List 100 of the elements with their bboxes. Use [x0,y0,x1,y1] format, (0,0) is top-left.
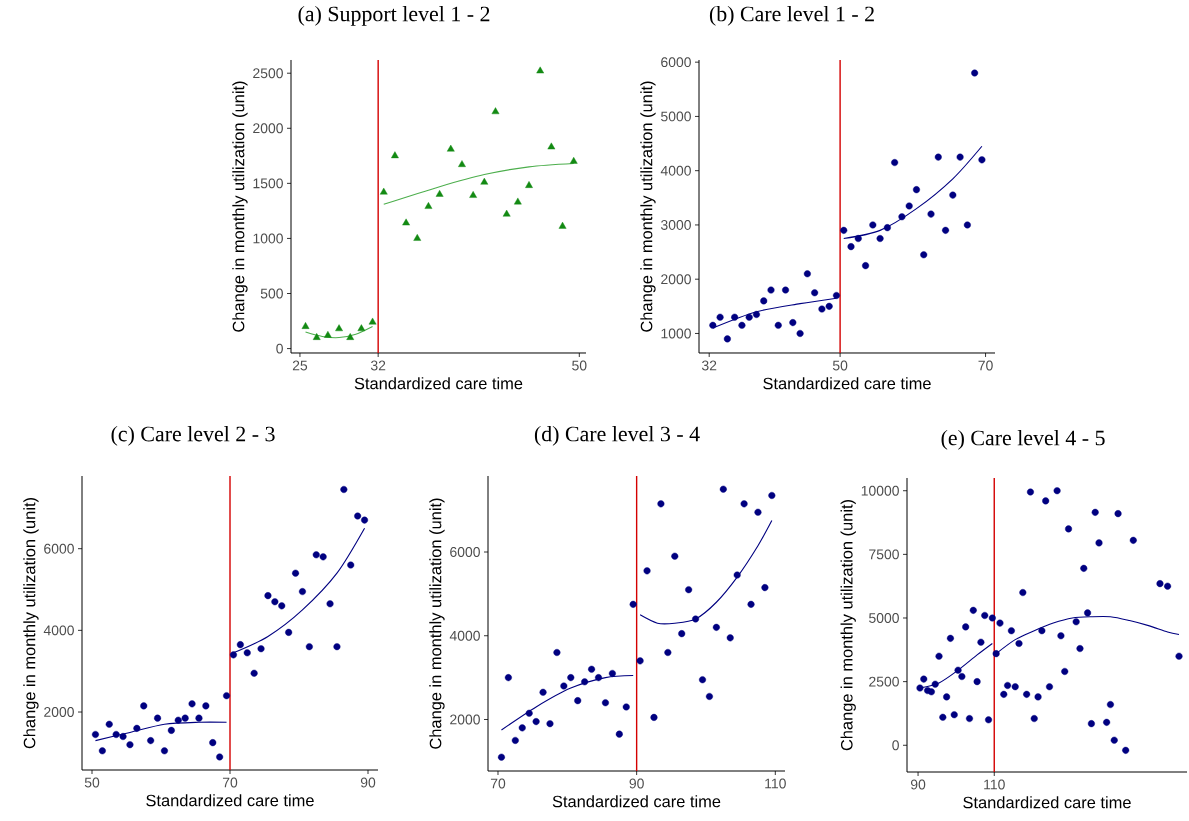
point [847,243,855,251]
point [581,678,589,686]
point [768,491,776,499]
point [738,321,746,329]
point [954,666,962,674]
point [978,156,986,164]
y-tick-label: 1500 [253,178,283,189]
x-tick-label: 70 [222,777,238,788]
point [752,310,760,318]
point [719,485,727,493]
y-tick-label: 6000 [44,543,74,554]
y-tick-label: 10000 [861,485,899,496]
point [818,305,826,313]
point [1007,627,1015,635]
x-tick-label: 90 [629,778,644,789]
point [920,675,928,683]
point [726,634,734,642]
point [257,645,265,653]
y-tick-label: 2500 [253,68,283,79]
point [1114,510,1122,518]
point [939,713,947,721]
point [1129,536,1137,544]
y-tick-label: 4000 [449,630,480,641]
point [292,569,300,577]
point [956,153,964,161]
point [622,703,630,711]
point [992,650,1000,658]
point [379,187,388,195]
x-axis-title: Standardized care time [763,377,931,390]
x-tick-label: 32 [370,360,386,371]
y-axis-title: Change in monthly utilization (unit) [232,81,248,332]
point [731,313,739,321]
point [832,291,840,299]
point [525,709,533,717]
point [1095,539,1103,547]
point [942,226,950,234]
point [1019,589,1027,597]
chart-title: (c) Care level 2 - 3 [111,425,275,446]
point [1061,667,1069,675]
point [324,330,332,338]
point [424,202,433,209]
point [1004,681,1012,689]
point [301,322,310,329]
point [943,693,951,701]
point [650,713,658,721]
point [188,700,196,708]
y-tick-label: 2500 [869,676,899,687]
point [504,674,512,682]
point [840,226,848,234]
point [497,753,505,761]
point [678,630,686,638]
x-axis-title: Standardized care time [963,796,1131,809]
chart-title: (d) Care level 3 - 4 [534,425,700,446]
point [965,715,973,723]
y-tick-label: 6000 [661,57,691,68]
y-tick-label: 4000 [660,165,691,176]
y-tick-label: 5000 [661,111,691,122]
point [723,335,731,343]
y-axis-title: Change in monthly utilization (unit) [840,499,856,751]
point [774,321,782,329]
point [1053,487,1061,495]
line-series [843,145,983,240]
point [333,643,341,651]
point [536,66,545,74]
point [811,289,819,297]
point [950,711,958,719]
point [934,153,942,161]
point [883,224,891,232]
point [920,251,928,259]
point [525,181,533,188]
chart-title: (e) Care level 4 - 5 [941,429,1105,450]
point [782,286,790,294]
x-tick-label: 50 [84,777,100,788]
point [298,588,306,596]
point [963,221,971,229]
point [1038,627,1046,635]
point [1156,580,1164,588]
point [209,739,217,747]
point [733,571,741,579]
point [539,688,547,696]
point [876,235,884,243]
point [223,692,231,700]
point [949,191,957,199]
y-tick-label: 4000 [43,625,74,636]
point [935,652,943,660]
point [862,262,870,270]
point [595,674,603,682]
point [354,512,362,520]
point [629,600,637,608]
point [657,500,665,508]
point [514,197,522,205]
point [1011,683,1019,691]
point [709,321,717,329]
point [195,714,203,722]
point [553,649,561,656]
point [1164,582,1172,590]
point [391,151,399,159]
point [891,159,899,167]
point [946,634,954,642]
point [588,665,596,673]
